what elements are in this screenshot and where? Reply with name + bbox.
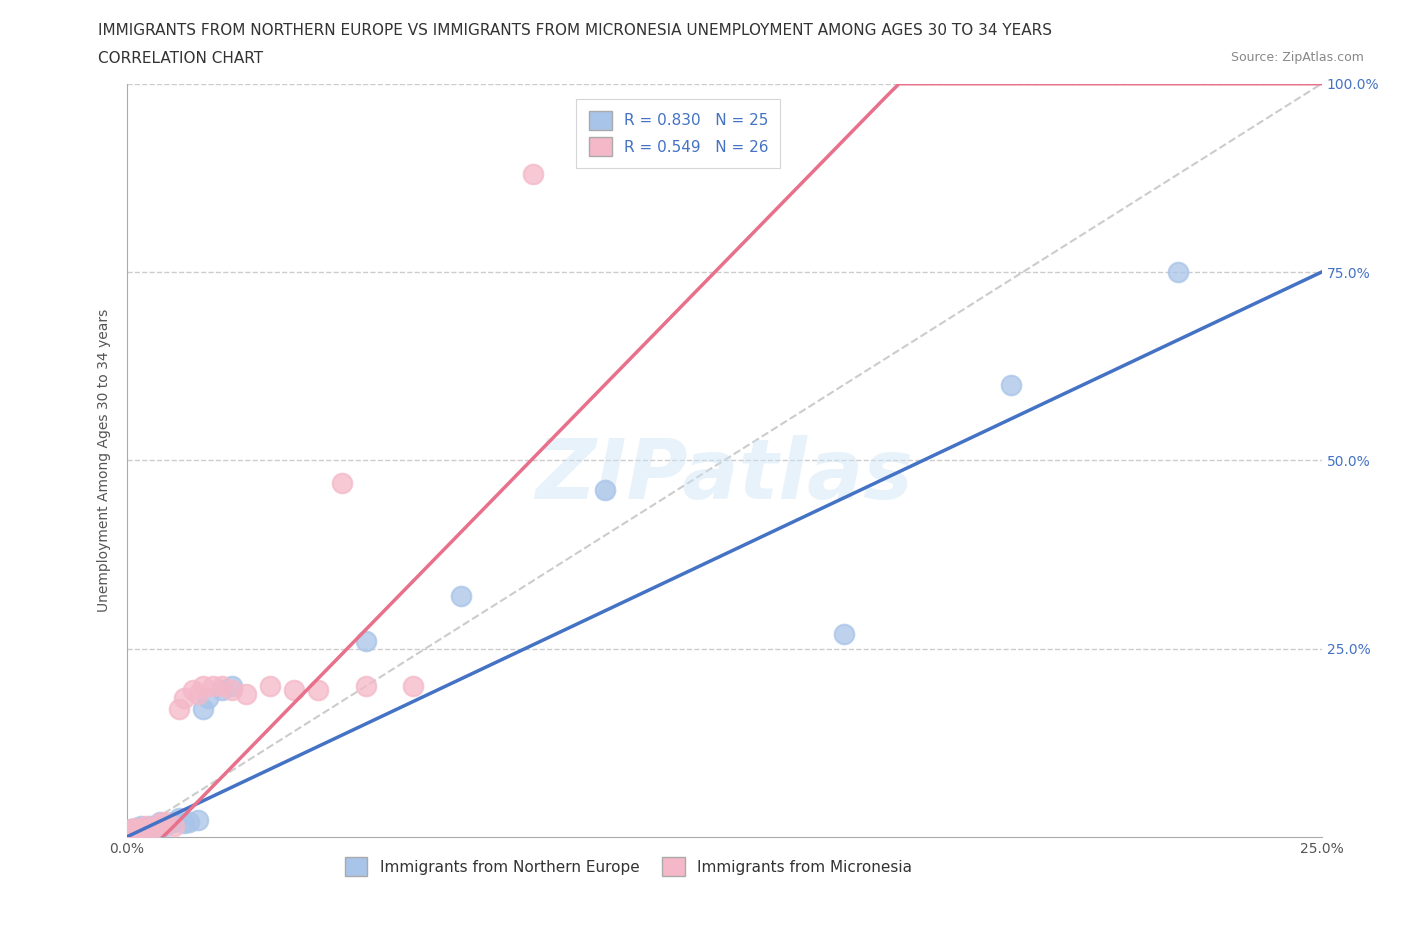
Point	[173, 816, 195, 830]
Point	[221, 679, 243, 694]
Point	[143, 820, 166, 835]
Point	[183, 683, 205, 698]
Text: IMMIGRANTS FROM NORTHERN EUROPE VS IMMIGRANTS FROM MICRONESIA UNEMPLOYMENT AMONG: IMMIGRANTS FROM NORTHERN EUROPE VS IMMIG…	[98, 23, 1053, 38]
Point	[153, 818, 176, 833]
Point	[173, 690, 195, 705]
Point	[149, 815, 172, 830]
Point	[832, 626, 855, 641]
Point	[139, 822, 162, 837]
Point	[120, 822, 142, 837]
Point	[135, 822, 157, 837]
Point	[1167, 264, 1189, 279]
Point	[354, 679, 377, 694]
Point	[1000, 378, 1022, 392]
Point	[125, 820, 148, 835]
Point	[187, 686, 209, 701]
Point	[159, 816, 181, 830]
Y-axis label: Unemployment Among Ages 30 to 34 years: Unemployment Among Ages 30 to 34 years	[97, 309, 111, 612]
Point	[129, 822, 152, 837]
Point	[125, 820, 148, 835]
Point	[191, 679, 214, 694]
Point	[149, 816, 172, 830]
Point	[283, 683, 305, 698]
Point	[163, 815, 186, 830]
Point	[522, 166, 544, 181]
Point	[201, 679, 224, 694]
Point	[135, 818, 157, 833]
Point	[187, 813, 209, 828]
Point	[211, 679, 233, 694]
Text: ZIPatlas: ZIPatlas	[536, 435, 912, 516]
Point	[197, 690, 219, 705]
Point	[191, 701, 214, 716]
Point	[307, 683, 329, 698]
Point	[167, 701, 190, 716]
Point	[143, 819, 166, 834]
Point	[139, 818, 162, 833]
Point	[211, 683, 233, 698]
Point	[167, 811, 190, 826]
Text: CORRELATION CHART: CORRELATION CHART	[98, 51, 263, 66]
Point	[153, 815, 176, 830]
Point	[177, 815, 200, 830]
Legend: Immigrants from Northern Europe, Immigrants from Micronesia: Immigrants from Northern Europe, Immigra…	[339, 851, 918, 882]
Point	[450, 589, 472, 604]
Point	[330, 475, 353, 490]
Point	[163, 818, 186, 833]
Point	[354, 633, 377, 648]
Point	[120, 826, 142, 841]
Point	[402, 679, 425, 694]
Point	[259, 679, 281, 694]
Point	[120, 822, 142, 837]
Point	[120, 826, 142, 841]
Point	[235, 686, 257, 701]
Point	[221, 683, 243, 698]
Point	[593, 483, 616, 498]
Point	[129, 818, 152, 833]
Text: Source: ZipAtlas.com: Source: ZipAtlas.com	[1230, 51, 1364, 64]
